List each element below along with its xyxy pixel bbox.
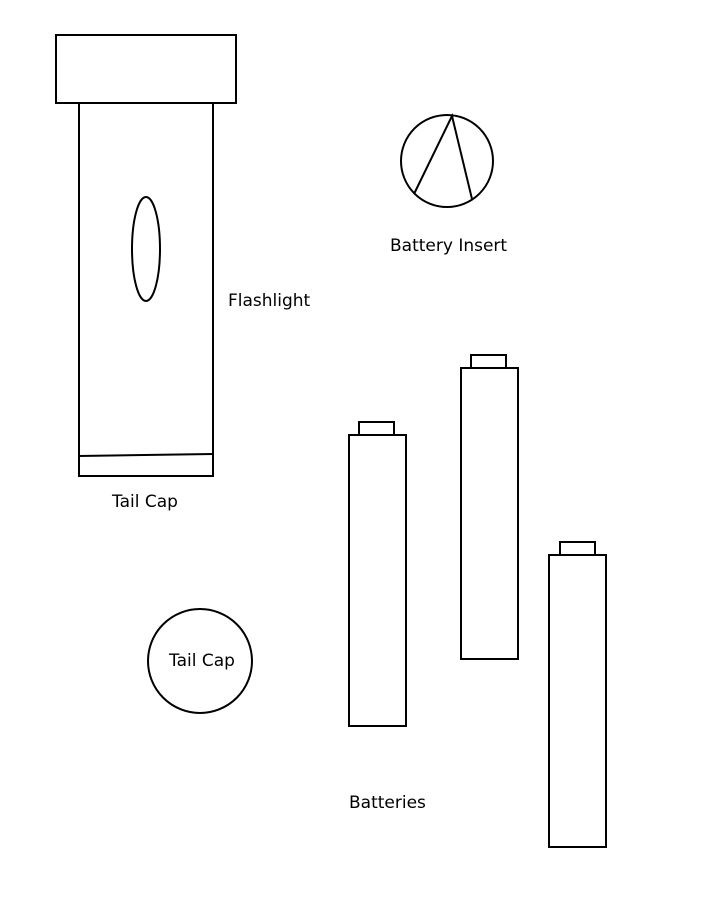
battery-1 xyxy=(348,421,407,727)
battery-insert-spring xyxy=(413,113,473,200)
flashlight xyxy=(55,34,237,477)
tail-cap-circle-label: Tail Cap xyxy=(168,651,235,671)
flashlight-head xyxy=(55,34,237,104)
battery-1-terminal xyxy=(358,421,395,436)
battery-insert xyxy=(400,113,494,208)
battery-insert-label: Battery Insert xyxy=(390,236,507,256)
battery-1-body xyxy=(348,434,407,727)
batteries-label: Batteries xyxy=(349,793,426,813)
flashlight-switch-window xyxy=(131,196,161,302)
battery-2-body xyxy=(460,367,519,660)
tail-cap-body-label: Tail Cap xyxy=(111,492,178,512)
battery-insert-circle xyxy=(400,114,494,208)
battery-3-body xyxy=(548,554,607,848)
battery-3 xyxy=(548,541,607,848)
battery-2 xyxy=(460,354,519,660)
tail-cap-circle xyxy=(147,608,253,714)
flashlight-label: Flashlight xyxy=(228,291,311,311)
battery-3-terminal xyxy=(559,541,596,556)
tail-cap-seam xyxy=(78,453,214,457)
battery-2-terminal xyxy=(470,354,507,369)
